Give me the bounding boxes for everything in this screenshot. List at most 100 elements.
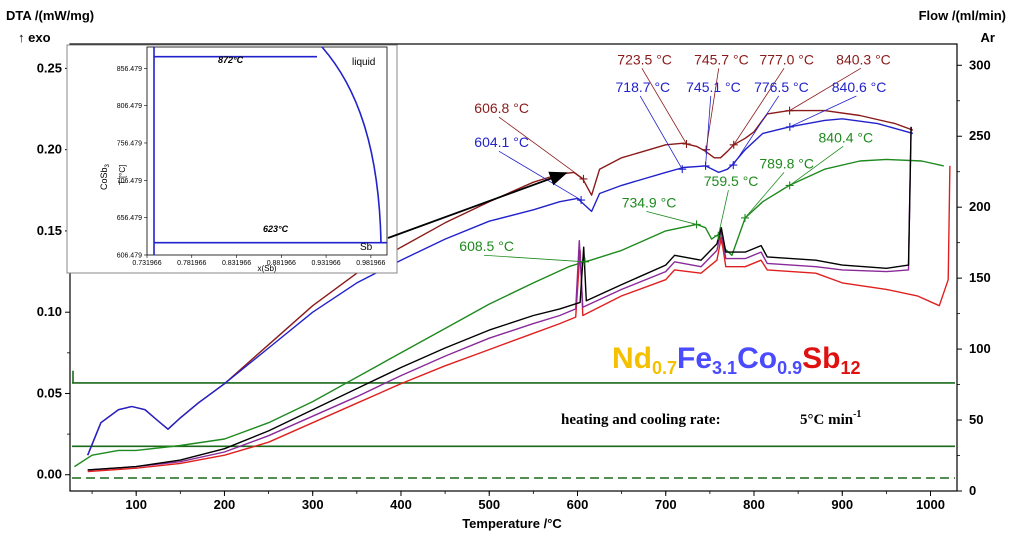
- annotation-marker: [702, 145, 711, 154]
- annotation-label: 734.9 °C: [622, 194, 677, 210]
- inset-x-tick-label: 0.781966: [177, 260, 206, 267]
- annotation-marker: [785, 122, 794, 131]
- annotation-marker: [714, 231, 723, 240]
- annotation-layer: 723.5 °C 745.7 °C 777.0 °C 840.3 °C 718.7 °C…: [459, 51, 891, 266]
- inset-frame: [146, 46, 388, 256]
- formula-fe: Fe: [677, 342, 712, 375]
- formula-co: Co: [737, 342, 777, 375]
- rate-value: 5°C min-1: [800, 409, 861, 428]
- inset-phase-diagram: 0.731966 0.781966 0.831966 0.881966 0.931966…: [66, 44, 398, 274]
- annotation-marker: [785, 181, 794, 190]
- y-right-tick-label: 300: [969, 57, 991, 72]
- x-tick-label: 400: [390, 497, 412, 512]
- annotation-leader: [639, 95, 683, 170]
- inset-623-label: 623°C: [263, 224, 289, 234]
- annotation-label: 840.3 °C: [836, 51, 891, 67]
- x-tick-label: 100: [125, 497, 147, 512]
- annotation-leader: [717, 190, 729, 236]
- inset-y-tick-label: 656.479: [117, 215, 142, 222]
- inset-x-tick-label: 0.831966: [222, 260, 251, 267]
- x-tick-label: 900: [831, 497, 853, 512]
- annotation-leader: [732, 95, 780, 166]
- annotation-marker: [741, 213, 750, 222]
- series-line-red: [87, 165, 951, 473]
- annotation-marker: [701, 161, 710, 170]
- right-axis-sublabel: Ar: [981, 30, 995, 45]
- x-tick-label: 500: [478, 497, 500, 512]
- inset-y-tick-label: 706.479: [117, 178, 142, 185]
- inset-y-label: T [°C]: [118, 165, 127, 185]
- annotation-label: 776.5 °C: [754, 79, 809, 95]
- y-left-tick-label: 0.10: [37, 304, 62, 319]
- annotation-leader: [483, 254, 586, 263]
- x-tick-label: 200: [214, 497, 236, 512]
- annotation-label: 606.8 °C: [474, 100, 529, 116]
- inset-sb-label: Sb: [360, 242, 373, 253]
- y-right-tick-label: 100: [969, 341, 991, 356]
- x-tick-label: 800: [743, 497, 765, 512]
- x-axis-label: Temperature /°C: [462, 516, 562, 531]
- inset-x-label: x(Sb): [257, 264, 276, 273]
- annotation-marker: [579, 174, 588, 183]
- series-line-blue: [87, 118, 914, 456]
- inset-x-tick-label: 0.981966: [356, 260, 385, 267]
- annotation-label: 723.5 °C: [617, 51, 672, 67]
- x-tick-label: 1000: [916, 497, 945, 512]
- inset-liquidus-curve: [321, 46, 382, 243]
- annotation-marker: [678, 165, 687, 174]
- rate-text: heating and cooling rate:: [561, 412, 721, 428]
- y-right-tick-label: 250: [969, 128, 991, 143]
- series-line-green: [74, 158, 944, 468]
- annotation-leader: [705, 95, 712, 166]
- annotation-label: 759.5 °C: [704, 173, 759, 189]
- annotation-marker: [692, 220, 701, 229]
- inset-y-tick-label: 806.479: [117, 103, 142, 110]
- inset-liquid-label: liquid: [352, 57, 375, 68]
- y-left-tick-label: 0.15: [37, 223, 62, 238]
- annotation-label: 745.7 °C: [694, 51, 749, 67]
- formula-co-sub: 0.9: [777, 358, 802, 378]
- formula-nd-sub: 0.7: [652, 358, 677, 378]
- annotation-label: 840.6 °C: [832, 79, 887, 95]
- annotation-marker: [729, 140, 738, 149]
- y-right-tick-label: 200: [969, 199, 991, 214]
- formula-sb-sub: 12: [840, 358, 860, 378]
- annotation-marker: [580, 257, 589, 266]
- annotation-leader: [498, 116, 584, 180]
- y-left-ticks: 0.00 0.05 0.10 0.15 0.20 0.25: [37, 60, 70, 482]
- inset-background: [66, 44, 398, 274]
- inset-arrow: [387, 171, 568, 239]
- y-right-tick-label: 0: [969, 483, 976, 498]
- annotation-label: 604.1 °C: [474, 134, 529, 150]
- annotation-leader: [705, 68, 720, 150]
- x-tick-label: 300: [302, 497, 324, 512]
- annotation-label: 789.8 °C: [759, 155, 814, 171]
- formula-sb: Sb: [802, 342, 840, 375]
- left-axis-label: DTA /(mW/mg): [6, 8, 94, 23]
- inset-content: 0.731966 0.781966 0.831966 0.881966 0.931966…: [117, 46, 387, 267]
- y-right-tick-label: 150: [969, 270, 991, 285]
- annotation-leader: [498, 150, 582, 201]
- inset-y-tick-label: 756.479: [117, 140, 142, 147]
- annotation-label: 718.7 °C: [616, 79, 671, 95]
- right-axis-label: Flow /(ml/min): [919, 8, 1006, 23]
- annotation-leader: [646, 210, 697, 225]
- annotation-label: 608.5 °C: [459, 238, 514, 254]
- y-left-tick-label: 0.00: [37, 467, 62, 482]
- annotation-marker: [682, 139, 691, 148]
- y-right-tick-label: 50: [969, 412, 983, 427]
- annotation-label: 745.1 °C: [686, 79, 741, 95]
- x-ticks: 100 200 300 400 500 600 700 800 900 1000: [91, 491, 945, 512]
- inset-cosb3-label: CoSb3: [99, 163, 111, 190]
- inset-y-tick-label: 856.479: [117, 66, 142, 73]
- formula: Nd0.7Fe3.1Co0.9Sb12: [612, 342, 860, 378]
- annotation-leader: [641, 68, 687, 145]
- inset-x-tick-label: 0.931966: [311, 260, 340, 267]
- inset-x-tick-label: 0.731966: [132, 260, 161, 267]
- annotation-leader: [789, 67, 862, 111]
- left-axis-sublabel: ↑ exo: [18, 30, 51, 45]
- annotation-marker: [729, 161, 738, 170]
- annotation-leader: [789, 146, 844, 186]
- series-line-black: [87, 126, 912, 471]
